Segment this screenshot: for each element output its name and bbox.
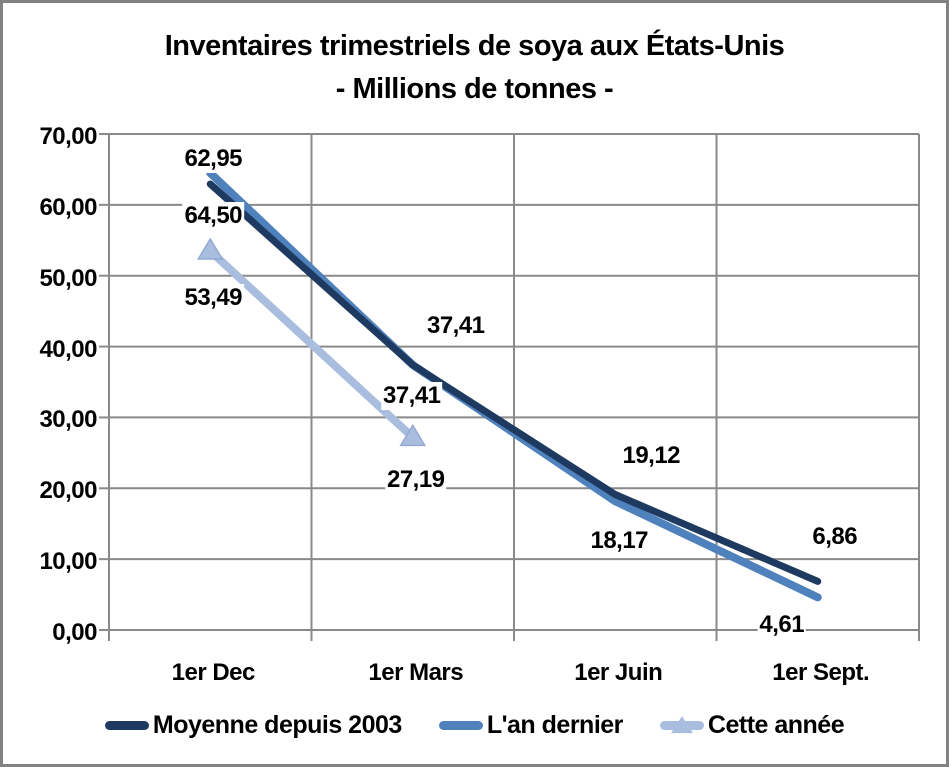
y-axis-label: 0,00 <box>52 619 97 646</box>
legend-label: L'an dernier <box>486 711 624 739</box>
series-line <box>206 180 822 585</box>
data-label: 27,19 <box>384 466 447 495</box>
x-axis-label: 1er Dec <box>171 659 256 686</box>
data-label: 37,41 <box>380 381 443 410</box>
legend-triangle-icon <box>670 715 693 733</box>
x-axis-label: 1er Juin <box>574 659 663 686</box>
series-line <box>206 246 417 442</box>
data-label: 64,50 <box>182 201 245 230</box>
y-axis-label: 50,00 <box>39 264 97 292</box>
legend-label: Cette année <box>707 711 845 739</box>
data-label: 4,61 <box>757 611 807 640</box>
legend-line-swatch <box>659 715 704 733</box>
triangle-marker <box>399 423 427 447</box>
y-axis-label: 20,00 <box>39 477 97 505</box>
data-label: 37,41 <box>424 311 487 340</box>
legend-line-swatch <box>104 721 149 730</box>
legend: Moyenne depuis 2003 L'an dernier Cette ann… <box>3 711 946 740</box>
legend-item: Cette année <box>659 711 845 740</box>
legend-label: Moyenne depuis 2003 <box>152 711 402 739</box>
y-axis-label: 40,00 <box>39 335 97 363</box>
data-label: 62,95 <box>182 144 245 173</box>
y-axis-label: 70,00 <box>39 123 97 150</box>
data-label: 53,49 <box>182 283 245 312</box>
y-axis-label: 30,00 <box>39 406 97 434</box>
triangle-marker <box>196 237 224 260</box>
data-label: 6,86 <box>810 523 860 552</box>
x-axis-label: 1er Mars <box>368 659 464 686</box>
chart-title-line1: Inventaires trimestriels de soya aux Éta… <box>164 30 785 62</box>
data-label: 18,17 <box>588 527 651 556</box>
plot-area <box>99 133 920 641</box>
y-axis-label: 10,00 <box>39 548 97 576</box>
data-label: 19,12 <box>620 441 683 470</box>
legend-line-swatch <box>438 721 483 730</box>
chart-title: Inventaires trimestriels de soya aux Éta… <box>3 25 946 111</box>
y-axis-label: 60,00 <box>39 193 97 221</box>
legend-item: Moyenne depuis 2003 <box>104 711 402 740</box>
chart-title-line2: - Millions de tonnes - <box>335 73 614 105</box>
legend-item: L'an dernier <box>438 711 624 740</box>
x-axis-label: 1er Sept. <box>772 659 870 686</box>
